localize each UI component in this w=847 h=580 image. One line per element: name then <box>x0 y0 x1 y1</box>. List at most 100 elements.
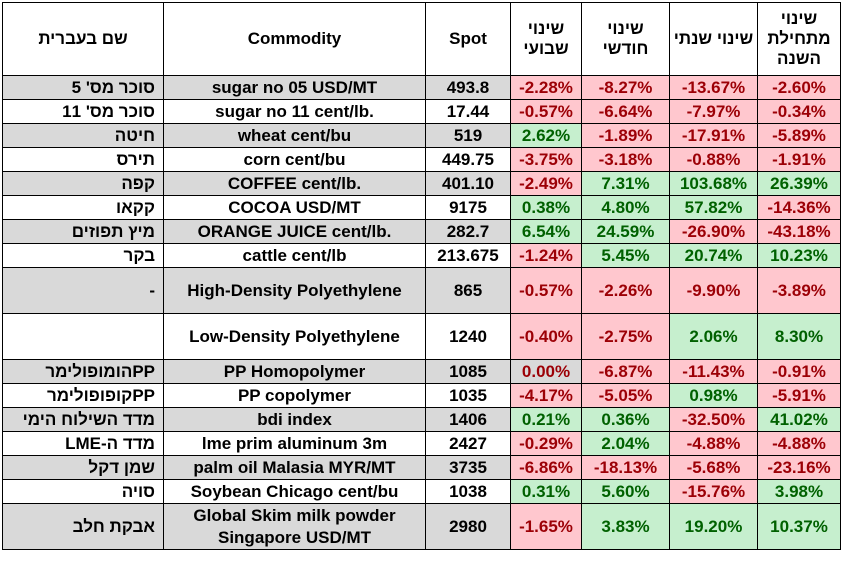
commodity-cell: cattle cent/lb <box>163 243 426 268</box>
table-row: PPהומופולימר PP Homopolymer 1085 0.00% -6.87… <box>2 359 841 384</box>
ytd-change-cell: 3.98% <box>757 479 841 504</box>
table-row: אבקת חלב Global Skim milk powder Singapor… <box>2 503 841 550</box>
commodity-cell: Soybean Chicago cent/bu <box>163 479 426 504</box>
header-ytd-change: שינוי מתחילת השנה <box>757 2 841 76</box>
yearly-change-cell: 103.68% <box>669 171 758 196</box>
ytd-change-cell: -43.18% <box>757 219 841 244</box>
hebrew-name-cell: מדד השילוח הימי <box>2 407 164 432</box>
hebrew-name-cell: סוכר מס' 11 <box>2 99 164 124</box>
yearly-change-cell: -11.43% <box>669 359 758 384</box>
commodity-cell: sugar no 05 USD/MT <box>163 75 426 100</box>
weekly-change-cell: -2.28% <box>510 75 582 100</box>
ytd-change-cell: 8.30% <box>757 313 841 360</box>
yearly-change-cell: -17.91% <box>669 123 758 148</box>
weekly-change-cell: 0.21% <box>510 407 582 432</box>
yearly-change-cell: -5.68% <box>669 455 758 480</box>
commodity-cell: COFFEE cent/lb. <box>163 171 426 196</box>
table-row: סוכר מס' 5 sugar no 05 USD/MT 493.8 -2.28% -… <box>2 75 841 100</box>
hebrew-name-cell: שמן דקל <box>2 455 164 480</box>
hebrew-name-cell: מיץ תפוזים <box>2 219 164 244</box>
monthly-change-cell: -2.75% <box>581 313 670 360</box>
monthly-change-cell: -18.13% <box>581 455 670 480</box>
commodity-cell: COCOA USD/MT <box>163 195 426 220</box>
table-row: בקר cattle cent/lb 213.675 -1.24% 5.45% 20.74… <box>2 243 841 268</box>
hebrew-name-cell: סוכר מס' 5 <box>2 75 164 100</box>
ytd-change-cell: -5.91% <box>757 383 841 408</box>
spot-cell: 401.10 <box>425 171 511 196</box>
weekly-change-cell: 2.62% <box>510 123 582 148</box>
monthly-change-cell: 7.31% <box>581 171 670 196</box>
weekly-change-cell: -0.29% <box>510 431 582 456</box>
weekly-change-cell: 0.38% <box>510 195 582 220</box>
weekly-change-cell: 0.00% <box>510 359 582 384</box>
table-row: Low-Density Polyethylene 1240 -0.40% -2.75%… <box>2 313 841 360</box>
table-row: מיץ תפוזים ORANGE JUICE cent/lb. 282.7 6.54… <box>2 219 841 244</box>
header-yearly-change: שינוי שנתי <box>669 2 758 76</box>
spot-cell: 213.675 <box>425 243 511 268</box>
ytd-change-cell: -23.16% <box>757 455 841 480</box>
spot-cell: 865 <box>425 267 511 314</box>
hebrew-name-cell: מדד ה-LME <box>2 431 164 456</box>
ytd-change-cell: -14.36% <box>757 195 841 220</box>
weekly-change-cell: -1.24% <box>510 243 582 268</box>
commodity-cell: wheat cent/bu <box>163 123 426 148</box>
spot-cell: 1240 <box>425 313 511 360</box>
monthly-change-cell: -3.18% <box>581 147 670 172</box>
spot-cell: 519 <box>425 123 511 148</box>
spot-cell: 2427 <box>425 431 511 456</box>
weekly-change-cell: -0.57% <box>510 267 582 314</box>
spot-cell: 1085 <box>425 359 511 384</box>
ytd-change-cell: -5.89% <box>757 123 841 148</box>
spot-cell: 282.7 <box>425 219 511 244</box>
monthly-change-cell: 4.80% <box>581 195 670 220</box>
hebrew-name-cell: אבקת חלב <box>2 503 164 550</box>
hebrew-name-cell <box>2 313 164 360</box>
monthly-change-cell: 0.36% <box>581 407 670 432</box>
monthly-change-cell: 2.04% <box>581 431 670 456</box>
yearly-change-cell: 0.98% <box>669 383 758 408</box>
hebrew-name-cell: סויה <box>2 479 164 504</box>
hebrew-name-cell: בקר <box>2 243 164 268</box>
monthly-change-cell: -5.05% <box>581 383 670 408</box>
header-spot: Spot <box>425 2 511 76</box>
table-row: קפה COFFEE cent/lb. 401.10 -2.49% 7.31% 103.6… <box>2 171 841 196</box>
monthly-change-cell: 3.83% <box>581 503 670 550</box>
monthly-change-cell: 24.59% <box>581 219 670 244</box>
yearly-change-cell: 2.06% <box>669 313 758 360</box>
spot-cell: 17.44 <box>425 99 511 124</box>
monthly-change-cell: -6.64% <box>581 99 670 124</box>
table-row: קקאו COCOA USD/MT 9175 0.38% 4.80% 57.82% -14.… <box>2 195 841 220</box>
hebrew-name-cell: PPקופופולימר <box>2 383 164 408</box>
header-commodity: Commodity <box>163 2 426 76</box>
yearly-change-cell: -9.90% <box>669 267 758 314</box>
ytd-change-cell: 26.39% <box>757 171 841 196</box>
commodity-cell: Global Skim milk powder Singapore USD/MT <box>163 503 426 550</box>
commodity-cell: High-Density Polyethylene <box>163 267 426 314</box>
header-weekly-change: שינוי שבועי <box>510 2 582 76</box>
monthly-change-cell: 5.60% <box>581 479 670 504</box>
commodity-cell: Low-Density Polyethylene <box>163 313 426 360</box>
spot-cell: 1406 <box>425 407 511 432</box>
commodities-table: שם בעברית Commodity Spot שינוי שבועי שינ… <box>2 2 841 550</box>
table-row: סוכר מס' 11 sugar no 11 cent/lb. 17.44 -0.5… <box>2 99 841 124</box>
monthly-change-cell: -1.89% <box>581 123 670 148</box>
commodity-cell: PP Homopolymer <box>163 359 426 384</box>
spot-cell: 2980 <box>425 503 511 550</box>
spot-cell: 3735 <box>425 455 511 480</box>
weekly-change-cell: -0.40% <box>510 313 582 360</box>
yearly-change-cell: -13.67% <box>669 75 758 100</box>
monthly-change-cell: 5.45% <box>581 243 670 268</box>
commodity-cell: corn cent/bu <box>163 147 426 172</box>
yearly-change-cell: 57.82% <box>669 195 758 220</box>
ytd-change-cell: -1.91% <box>757 147 841 172</box>
table-body: סוכר מס' 5 sugar no 05 USD/MT 493.8 -2.28% -… <box>2 75 841 550</box>
spot-cell: 9175 <box>425 195 511 220</box>
ytd-change-cell: -2.60% <box>757 75 841 100</box>
header-row: שם בעברית Commodity Spot שינוי שבועי שינ… <box>2 2 841 76</box>
weekly-change-cell: 6.54% <box>510 219 582 244</box>
ytd-change-cell: 10.23% <box>757 243 841 268</box>
weekly-change-cell: -4.17% <box>510 383 582 408</box>
table-row: מדד ה-LME lme prim aluminum 3m 2427 -0.29% 2… <box>2 431 841 456</box>
hebrew-name-cell: קקאו <box>2 195 164 220</box>
spot-cell: 493.8 <box>425 75 511 100</box>
